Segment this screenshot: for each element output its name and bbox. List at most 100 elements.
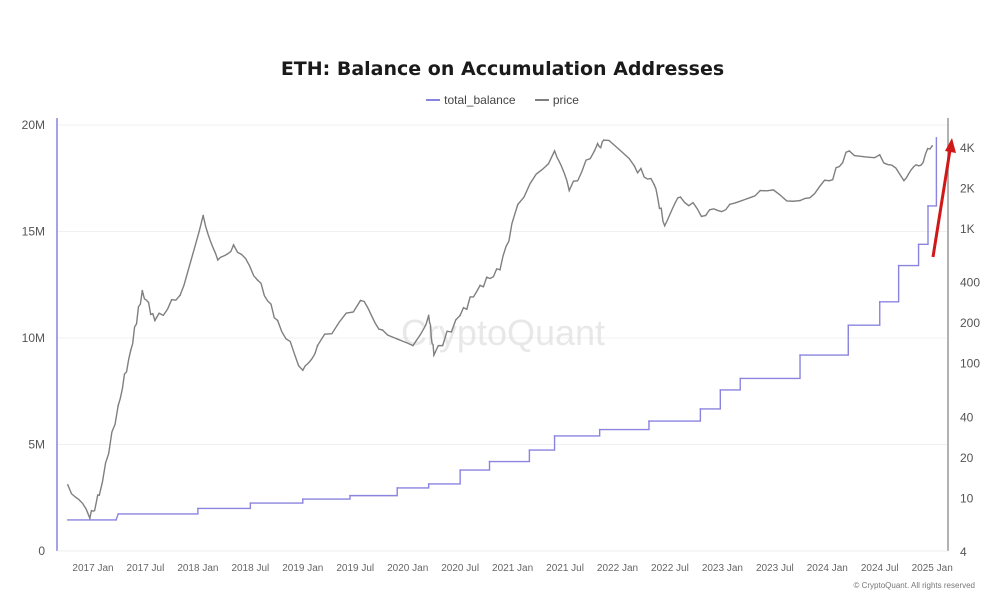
data-point-total-balance xyxy=(847,324,850,327)
right-tick-label: 100 xyxy=(960,357,980,371)
series-line-price xyxy=(67,139,933,521)
legend-swatch xyxy=(426,99,441,101)
copyright: © CryptoQuant. All rights reserved xyxy=(853,581,976,590)
x-tick-label: 2018 Jan xyxy=(177,563,218,574)
data-point-price xyxy=(633,165,636,167)
data-point-price xyxy=(499,268,501,271)
data-point-total-balance xyxy=(927,205,929,207)
data-point-price xyxy=(828,179,831,182)
data-point-price xyxy=(679,196,682,198)
right-tick-label: 2K xyxy=(960,182,975,196)
data-point-price xyxy=(154,319,156,322)
x-tick-label: 2022 Jan xyxy=(597,563,638,574)
legend-label: total_balance xyxy=(444,93,516,107)
arrow-head-icon xyxy=(945,138,956,153)
arrow-annotation xyxy=(931,149,952,258)
data-point-price xyxy=(663,224,666,227)
x-tick-label: 2020 Jul xyxy=(441,563,479,574)
x-tick-label: 2018 Jul xyxy=(231,563,269,574)
data-point-price xyxy=(704,214,707,217)
data-point-total-balance xyxy=(648,420,650,422)
data-point-total-balance xyxy=(799,354,801,356)
data-point-price xyxy=(129,349,132,351)
data-point-total-balance xyxy=(197,507,199,510)
data-point-price xyxy=(179,294,181,297)
data-point-total-balance xyxy=(67,519,69,521)
x-tick-label: 2024 Jan xyxy=(807,563,848,574)
data-point-price xyxy=(728,203,731,206)
x-tick-label: 2024 Jul xyxy=(861,563,899,574)
data-point-price xyxy=(878,154,881,156)
legend-item-total-balance[interactable]: total_balance xyxy=(426,93,516,107)
data-point-price xyxy=(459,314,461,317)
data-point-price xyxy=(848,150,851,152)
data-point-price xyxy=(217,259,219,261)
x-tick-label: 2023 Jan xyxy=(702,563,743,574)
data-point-total-balance xyxy=(553,435,556,437)
data-point-total-balance xyxy=(302,498,304,500)
x-tick-label: 2021 Jul xyxy=(546,563,584,574)
right-tick-label: 20 xyxy=(960,451,974,465)
data-point-price xyxy=(98,494,101,496)
x-tick-label: 2021 Jan xyxy=(492,563,533,574)
data-point-total-balance xyxy=(396,487,399,489)
data-point-total-balance xyxy=(488,460,491,463)
x-tick-label: 2017 Jul xyxy=(127,563,165,574)
data-point-price xyxy=(359,299,362,302)
data-point-price xyxy=(653,183,656,186)
legend-item-price[interactable]: price xyxy=(534,93,579,107)
data-point-total-balance xyxy=(427,483,430,485)
data-point-price xyxy=(931,145,933,147)
data-point-total-balance xyxy=(598,428,601,431)
data-point-total-balance xyxy=(699,408,702,410)
data-point-price xyxy=(276,319,279,322)
right-tick-label: 400 xyxy=(960,276,980,290)
x-tick-label: 2022 Jul xyxy=(651,563,689,574)
data-point-total-balance xyxy=(528,449,531,451)
data-point-price xyxy=(316,344,319,347)
series-line-total-balance xyxy=(67,137,938,521)
right-tick-label: 4 xyxy=(960,545,967,559)
data-point-total-balance xyxy=(117,513,119,515)
x-tick-label: 2020 Jan xyxy=(387,563,428,574)
data-point-price xyxy=(232,244,235,246)
data-point-price xyxy=(917,165,920,167)
left-tick-label: 20M xyxy=(22,118,45,132)
data-point-price xyxy=(903,179,905,182)
data-point-price xyxy=(603,139,605,141)
right-tick-label: 40 xyxy=(960,410,974,424)
right-tick-label: 1K xyxy=(960,222,975,236)
left-tick-label: 5M xyxy=(28,438,45,452)
data-point-price xyxy=(568,189,571,192)
left-tick-label: 10M xyxy=(22,331,45,345)
data-point-price xyxy=(799,199,801,202)
data-point-total-balance xyxy=(917,243,920,246)
x-tick-label: 2019 Jul xyxy=(336,563,374,574)
right-tick-label: 4K xyxy=(960,141,975,155)
chart-title: ETH: Balance on Accumulation Addresses xyxy=(280,58,725,80)
data-point-total-balance xyxy=(349,494,351,497)
data-point-price xyxy=(67,484,69,486)
left-tick-label: 15M xyxy=(22,225,45,239)
data-point-total-balance xyxy=(935,136,938,139)
legend-swatch xyxy=(534,99,549,101)
data-point-total-balance xyxy=(115,519,117,521)
data-point-price xyxy=(479,284,481,287)
data-point-total-balance xyxy=(739,377,742,380)
x-tick-label: 2023 Jul xyxy=(756,563,794,574)
legend: total_balance price xyxy=(0,90,1005,107)
data-point-price xyxy=(202,214,204,217)
right-tick-label: 200 xyxy=(960,316,980,330)
data-point-price xyxy=(759,189,761,192)
legend-label: price xyxy=(552,93,579,107)
data-point-total-balance xyxy=(459,469,461,471)
data-point-price xyxy=(593,150,596,152)
data-point-price xyxy=(302,369,304,372)
x-tick-label: 2025 Jan xyxy=(912,563,953,574)
right-tick-label: 10 xyxy=(960,491,974,505)
data-point-price xyxy=(381,329,384,331)
x-tick-label: 2017 Jan xyxy=(72,563,113,574)
data-point-total-balance xyxy=(249,502,252,504)
data-point-price xyxy=(412,344,414,347)
data-point-price xyxy=(427,314,430,317)
